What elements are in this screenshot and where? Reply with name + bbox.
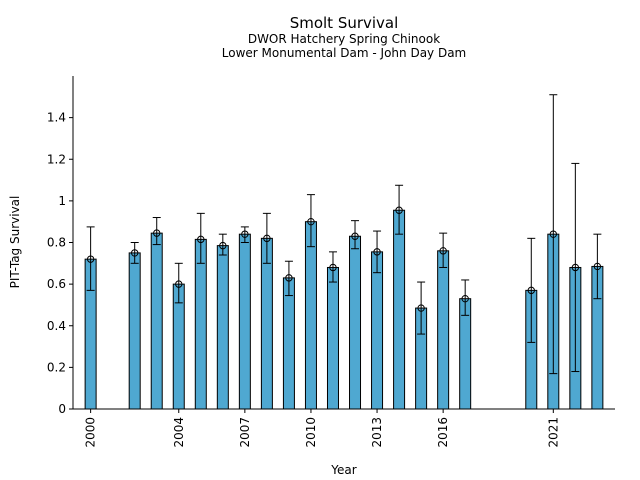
bar-2013 xyxy=(371,251,384,410)
error-bar-2011 xyxy=(328,251,337,283)
error-bar-2006 xyxy=(218,233,227,256)
y-tick-label: 0.4 xyxy=(47,319,66,333)
error-bar-2007 xyxy=(240,226,249,243)
point-marker-2011 xyxy=(329,263,337,272)
y-tick-label: 1.2 xyxy=(47,152,66,166)
bar-2006 xyxy=(216,245,229,410)
error-bar-2004 xyxy=(174,262,183,304)
y-axis-ticks: 0 0.2 0.4 0.6 0.8 1 1.2 1.4 xyxy=(47,111,73,416)
bars-layer xyxy=(84,209,604,410)
point-marker-2021 xyxy=(549,230,558,238)
x-tick-label: 2013 xyxy=(370,417,384,448)
point-marker-2016 xyxy=(439,247,447,255)
error-bar-2008 xyxy=(262,212,271,264)
point-marker-2003 xyxy=(153,229,161,237)
bar-2008 xyxy=(260,237,273,410)
point-marker-2023 xyxy=(593,262,602,271)
bar-2002 xyxy=(128,252,141,410)
error-bar-2002 xyxy=(130,242,139,264)
point-marker-2008 xyxy=(263,234,271,243)
error-bar-2000 xyxy=(86,226,95,291)
point-marker-2005 xyxy=(197,235,205,244)
x-tick-label: 2004 xyxy=(172,417,186,448)
error-bar-2021 xyxy=(549,94,558,375)
error-bar-2005 xyxy=(196,212,205,264)
point-marker-2004 xyxy=(175,280,183,288)
error-bar-2022 xyxy=(571,162,580,373)
error-bar-2013 xyxy=(373,230,382,274)
y-tick-label: 0 xyxy=(58,402,66,416)
chart-title: Smolt Survival xyxy=(290,14,399,32)
point-marker-2000 xyxy=(86,255,95,263)
error-bar-2010 xyxy=(306,194,315,248)
chart-subtitle-line-2: Lower Monumental Dam - John Day Dam xyxy=(222,46,467,60)
point-marker-2002 xyxy=(130,249,139,257)
point-marker-2009 xyxy=(285,274,293,282)
point-marker-2020 xyxy=(527,286,535,295)
y-tick-label: 0.2 xyxy=(47,360,66,374)
x-tick-label: 2021 xyxy=(546,417,560,448)
y-tick-label: 1.4 xyxy=(47,111,66,125)
error-bar-2012 xyxy=(351,220,360,250)
bar-2007 xyxy=(238,233,251,410)
bar-2009 xyxy=(282,277,295,410)
x-tick-label: 2016 xyxy=(436,417,450,448)
error-bar-2015 xyxy=(417,281,426,335)
chart-subtitle-line-1: DWOR Hatchery Spring Chinook xyxy=(248,32,440,46)
point-marker-2013 xyxy=(373,248,381,256)
x-tick-label: 2010 xyxy=(304,417,318,448)
error-bar-2017 xyxy=(461,279,470,316)
x-axis-label: Year xyxy=(330,463,356,477)
x-axis-ticks: 2000 2004 2007 2010 2013 2016 2021 xyxy=(84,409,560,448)
error-bar-2020 xyxy=(527,237,536,343)
x-tick-label: 2000 xyxy=(84,417,98,448)
point-marker-2017 xyxy=(461,294,469,303)
bar-2012 xyxy=(349,235,362,410)
point-marker-2022 xyxy=(571,263,580,272)
error-bars-layer xyxy=(86,94,602,375)
y-axis-label: PIT-Tag Survival xyxy=(8,196,22,289)
bar-2016 xyxy=(437,250,450,410)
error-bar-2014 xyxy=(395,184,404,235)
error-bar-2016 xyxy=(439,232,448,268)
bar-2005 xyxy=(194,238,207,410)
point-marker-2006 xyxy=(219,241,227,250)
point-marker-2007 xyxy=(241,230,249,238)
point-marker-2014 xyxy=(395,206,403,214)
bar-2014 xyxy=(393,209,406,410)
error-bar-2003 xyxy=(152,217,161,246)
y-tick-label: 0.8 xyxy=(47,236,66,250)
error-bar-2009 xyxy=(284,260,293,297)
bar-2011 xyxy=(326,266,339,410)
y-tick-label: 0.6 xyxy=(47,277,66,291)
point-marker-2010 xyxy=(307,217,315,226)
point-marker-2012 xyxy=(351,232,359,240)
error-bar-2023 xyxy=(593,233,602,300)
x-tick-label: 2007 xyxy=(238,417,252,448)
bar-2003 xyxy=(150,232,163,410)
markers-layer xyxy=(86,206,602,312)
bar-2010 xyxy=(304,221,317,410)
point-marker-2015 xyxy=(417,304,425,312)
y-tick-label: 1 xyxy=(58,194,66,208)
